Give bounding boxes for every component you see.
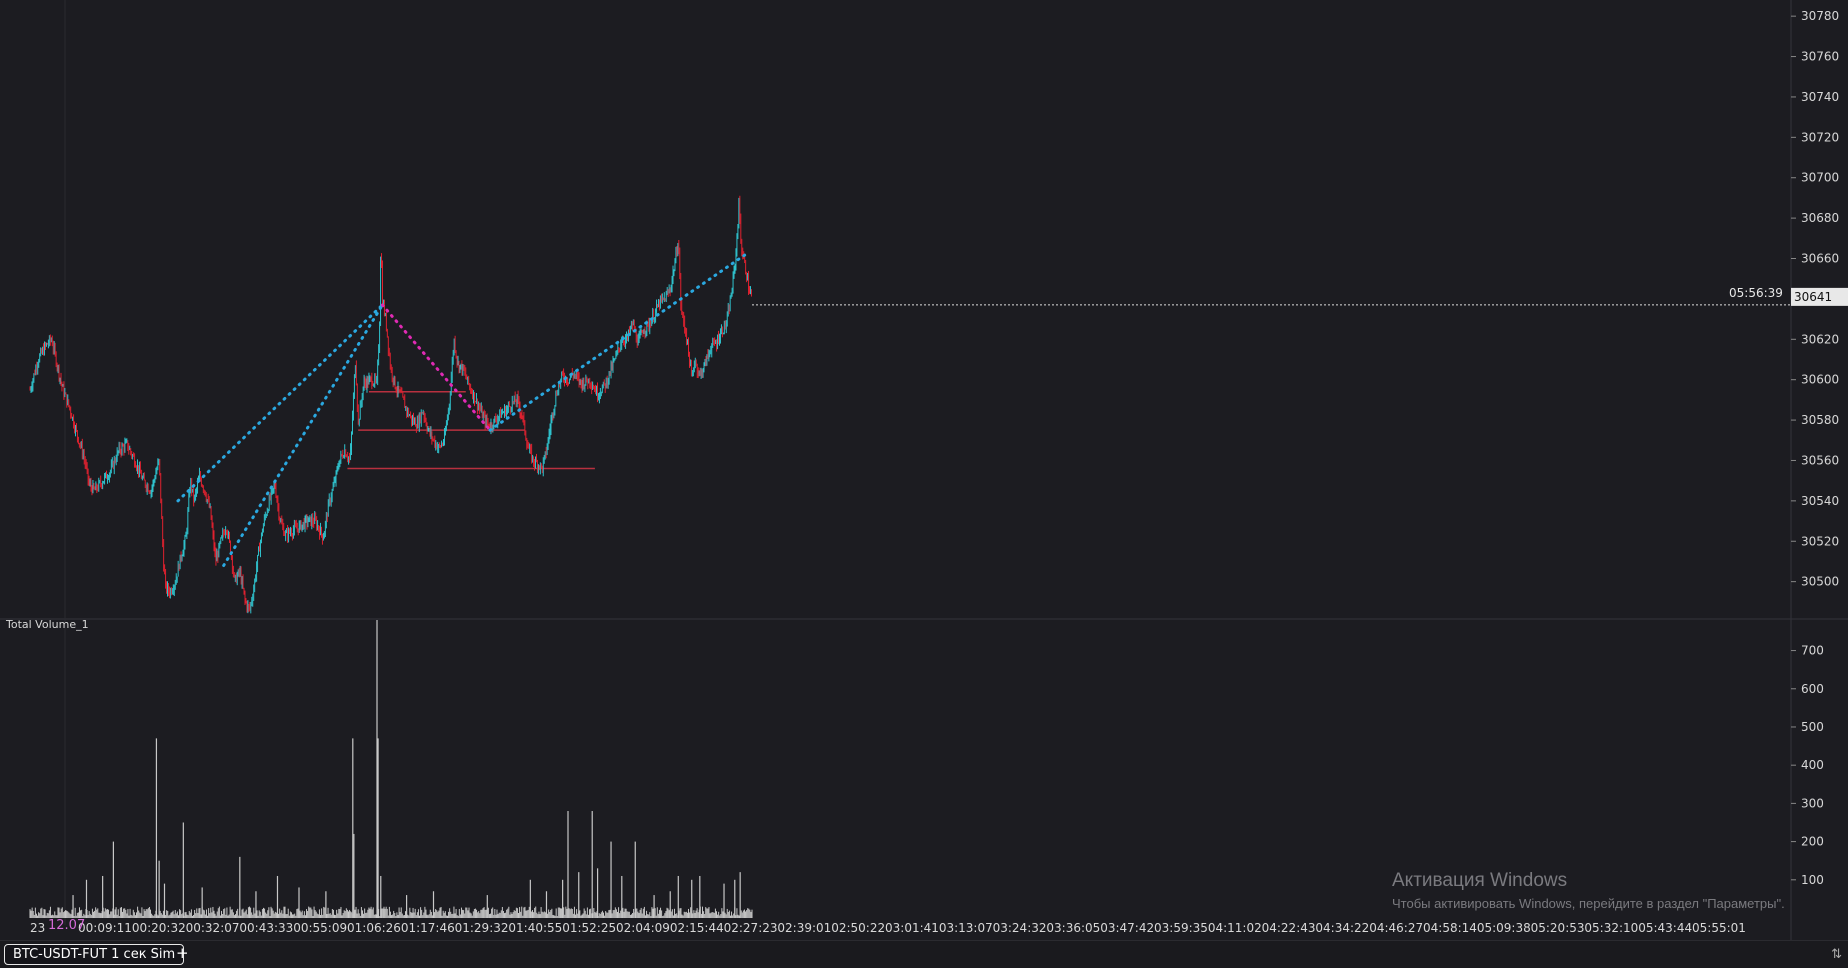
volume-tick-label: 500 [1801,720,1824,734]
time-tick-label: 02:50:22 [831,921,885,935]
price-tick-label: 30620 [1801,332,1839,346]
time-tick-label: 05:32:10 [1584,921,1638,935]
time-tick-label: 01:06:26 [347,921,401,935]
trend-line[interactable] [380,303,492,432]
sort-arrows-icon[interactable]: ⇅ [1831,947,1842,962]
bottom-tab-bar: BTC-USDT-FUT 1 сек Sim + ⇅ [0,940,1848,968]
price-tick-label: 30740 [1801,90,1839,104]
time-tick-label: 04:11:02 [1208,921,1262,935]
last-price-time: 05:56:39 [1729,286,1783,300]
add-tab-button[interactable]: + [176,944,189,962]
date-label: 12.07 [48,918,85,933]
time-tick-label: 05:43:44 [1638,921,1692,935]
price-tick-label: 30560 [1801,453,1839,467]
time-tick-label: 03:13:07 [939,921,993,935]
windows-activation-watermark: Активация Windows Чтобы активировать Win… [1392,870,1785,911]
volume-tick-label: 600 [1801,682,1824,696]
price-tick-label: 30720 [1801,130,1839,144]
time-tick-label: 05:09:38 [1477,921,1531,935]
price-tick-label: 30540 [1801,494,1839,508]
time-tick-label: 00:55:09 [293,921,347,935]
time-tick-label: 01:17:46 [401,921,455,935]
price-tick-label: 30580 [1801,413,1839,427]
time-tick-label: 05:55:01 [1692,921,1746,935]
time-tick-label: 00:20:32 [132,921,186,935]
price-tick-label: 30700 [1801,171,1839,185]
last-price-value: 30641 [1794,290,1832,304]
instrument-tab[interactable]: BTC-USDT-FUT 1 сек Sim [4,944,185,965]
price-tick-label: 30780 [1801,9,1839,23]
last-price-badge [1791,287,1848,306]
time-tick-label: 03:24:32 [993,921,1047,935]
time-tick-label: 02:04:09 [616,921,670,935]
time-tick-label: 04:58:14 [1423,921,1477,935]
time-tick-label: 01:52:25 [562,921,616,935]
price-tick-label: 30760 [1801,50,1839,64]
price-tick-label: 30520 [1801,534,1839,548]
price-tick-label: 30500 [1801,575,1839,589]
time-tick-label: 01:29:32 [455,921,509,935]
time-tick-label: 03:47:42 [1100,921,1154,935]
time-tick-label: 04:34:22 [1315,921,1369,935]
volume-tick-label: 300 [1801,796,1824,810]
trend-line[interactable] [488,252,748,432]
price-tick-label: 30680 [1801,211,1839,225]
time-tick-label: 04:22:43 [1262,921,1316,935]
time-tick-label: 04:46:27 [1369,921,1423,935]
price-tick-label: 30600 [1801,373,1839,387]
time-tick-label: 03:36:05 [1046,921,1100,935]
time-tick-label: 23 [30,921,45,935]
price-tick-label: 30660 [1801,252,1839,266]
watermark-title: Активация Windows [1392,870,1568,891]
trend-line[interactable] [222,303,384,567]
time-tick-label: 03:01:41 [885,921,939,935]
trend-line[interactable] [176,303,384,503]
time-tick-label: 00:32:07 [186,921,240,935]
time-tick-label: 02:27:23 [724,921,778,935]
time-tick-label: 02:39:01 [777,921,831,935]
volume-tick-label: 400 [1801,758,1824,772]
time-tick-label: 03:59:35 [1154,921,1208,935]
time-tick-label: 00:09:11 [78,921,132,935]
volume-tick-label: 200 [1801,835,1824,849]
volume-panel-title: Total Volume_1 [5,618,89,631]
time-tick-label: 00:43:33 [239,921,293,935]
volume-tick-label: 100 [1801,873,1824,887]
volume-tick-label: 700 [1801,644,1824,658]
watermark-text: Чтобы активировать Windows, перейдите в … [1392,896,1785,911]
time-tick-label: 01:40:55 [508,921,562,935]
time-tick-label: 05:20:53 [1531,921,1585,935]
time-tick-label: 02:15:44 [670,921,724,935]
